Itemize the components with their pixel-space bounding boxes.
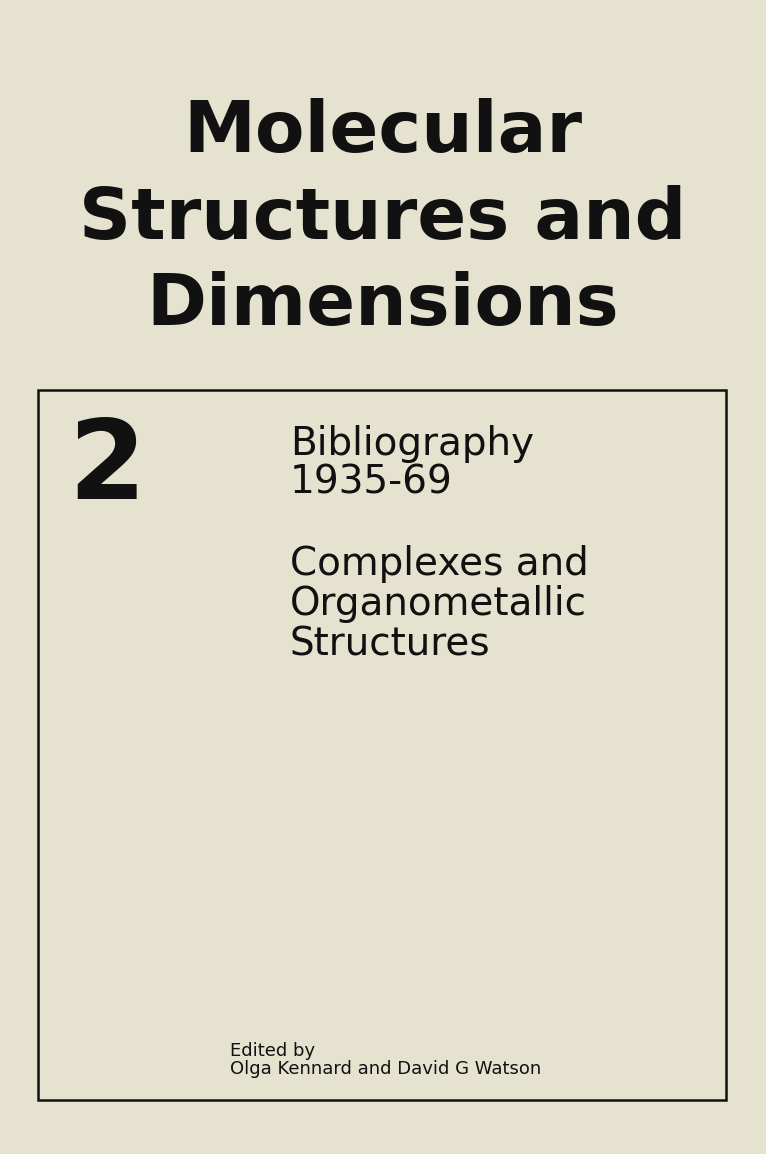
Text: Structures and: Structures and — [80, 185, 686, 254]
Text: Molecular: Molecular — [184, 98, 582, 167]
Text: Olga Kennard and David G Watson: Olga Kennard and David G Watson — [230, 1061, 542, 1078]
Text: 2: 2 — [68, 415, 146, 522]
Text: Structures: Structures — [290, 625, 491, 664]
Text: 1935-69: 1935-69 — [290, 463, 453, 501]
Text: Dimensions: Dimensions — [146, 271, 620, 340]
Bar — [38, 390, 726, 1100]
Text: Organometallic: Organometallic — [290, 585, 587, 623]
Text: Edited by: Edited by — [230, 1042, 315, 1061]
Text: Complexes and: Complexes and — [290, 545, 589, 583]
Text: Bibliography: Bibliography — [290, 425, 534, 463]
